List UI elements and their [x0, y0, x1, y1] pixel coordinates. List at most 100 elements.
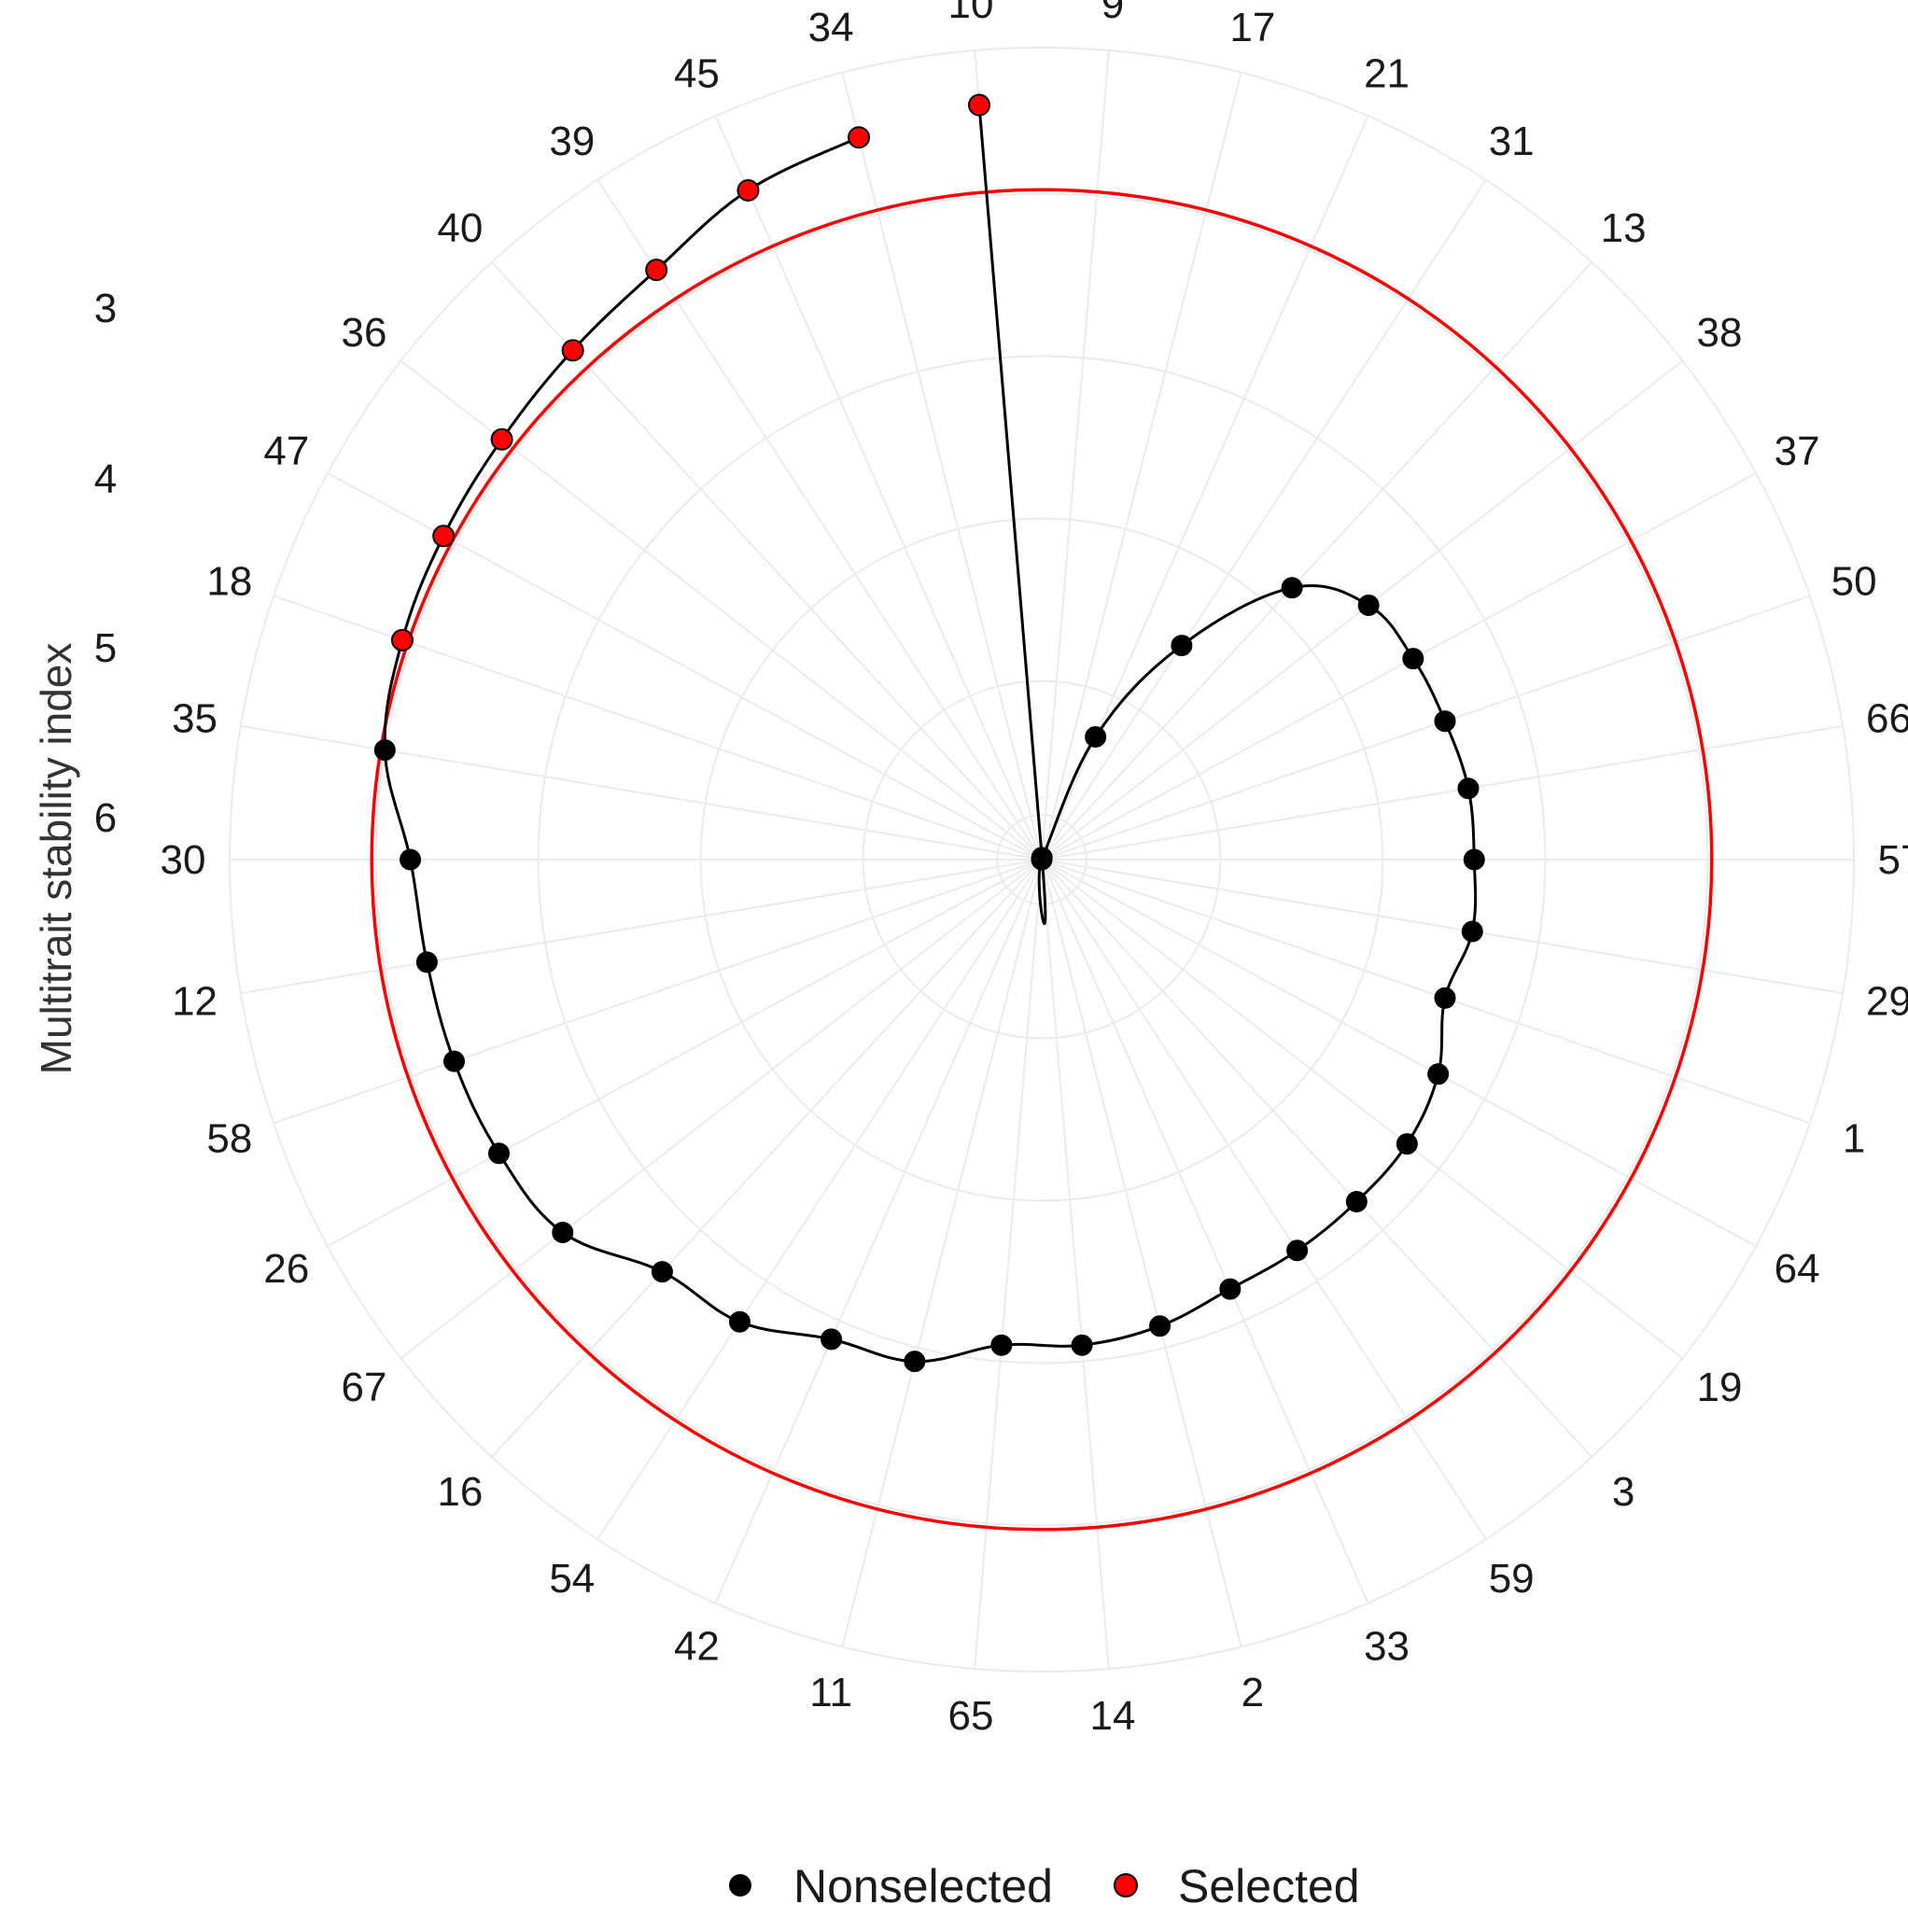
category-label-58: 58 — [206, 1116, 252, 1162]
radial-tick-6: 6 — [94, 795, 117, 841]
category-label-67: 67 — [342, 1365, 387, 1410]
category-label-10: 10 — [948, 0, 994, 27]
data-point-37 — [1402, 648, 1424, 670]
category-label-16: 16 — [437, 1469, 483, 1515]
data-point-45 — [737, 178, 760, 202]
grid-spoke — [1041, 179, 1487, 861]
category-label-50: 50 — [1831, 558, 1877, 604]
radial-tick-labels: 3 4 5 6 — [94, 286, 117, 841]
data-point-65 — [990, 1334, 1013, 1356]
data-point-64 — [1427, 1063, 1450, 1085]
data-point-42 — [821, 1328, 843, 1351]
grid-spoke — [491, 859, 1043, 1458]
category-label-65: 65 — [948, 1693, 994, 1739]
grid-spoke — [714, 859, 1043, 1604]
data-point-21 — [1085, 726, 1107, 749]
data-point-36 — [490, 427, 513, 451]
data-point-54 — [728, 1310, 751, 1333]
grid-spoke — [400, 859, 1043, 1360]
category-label-34: 34 — [808, 5, 854, 50]
category-label-59: 59 — [1489, 1556, 1535, 1602]
data-point-57 — [1463, 848, 1485, 871]
data-point-47 — [432, 525, 456, 548]
grid-spoke — [240, 859, 1043, 995]
category-label-19: 19 — [1697, 1365, 1743, 1410]
data-point-34 — [848, 126, 871, 149]
radial-tick-3: 3 — [94, 286, 117, 331]
grid-spoke — [327, 859, 1043, 1247]
cutoff-circle — [370, 188, 1714, 1532]
grid-spoke — [273, 859, 1043, 1125]
data-point-58 — [443, 1050, 466, 1072]
category-label-14: 14 — [1089, 1693, 1135, 1739]
data-point-40 — [561, 339, 584, 362]
legend-marker-nonselected — [729, 1874, 751, 1897]
category-label-31: 31 — [1489, 119, 1535, 164]
legend: Nonselected Selected — [729, 1860, 1360, 1912]
data-point-29 — [1461, 920, 1483, 943]
legend-marker-selected — [1114, 1873, 1138, 1897]
category-label-2: 2 — [1242, 1670, 1264, 1715]
category-label-11: 11 — [809, 1670, 852, 1715]
category-label-12: 12 — [172, 978, 217, 1024]
data-point-3 — [1345, 1190, 1368, 1212]
category-label-47: 47 — [263, 428, 309, 474]
grid-spoke — [841, 859, 1043, 1647]
category-labels: 10 9 17 21 31 13 38 37 50 66 57 29 1 64 19 3 59 33 2 14 65 11… — [161, 0, 1908, 1739]
grid-spoke — [1041, 859, 1487, 1540]
category-label-17: 17 — [1229, 5, 1275, 50]
data-point-30 — [400, 848, 422, 871]
category-label-36: 36 — [342, 310, 387, 356]
grid-spoke — [1041, 859, 1242, 1647]
radial-tick-4: 4 — [94, 456, 117, 502]
grid-spoke — [1041, 724, 1844, 861]
category-label-37: 37 — [1775, 428, 1820, 474]
grid-spoke — [1041, 859, 1844, 995]
data-point-33 — [1219, 1278, 1242, 1300]
grid-spoke — [841, 72, 1043, 861]
data-point-12 — [415, 951, 438, 973]
msi-line — [383, 105, 1478, 1364]
data-point-35 — [373, 739, 396, 762]
cutoff-circle-line — [370, 188, 1714, 1532]
category-label-42: 42 — [674, 1624, 720, 1670]
data-point-26 — [487, 1142, 510, 1165]
data-point-16 — [651, 1261, 673, 1283]
data-point-10 — [968, 93, 991, 117]
category-label-38: 38 — [1697, 310, 1743, 356]
grid-spoke — [974, 859, 1043, 1670]
category-label-35: 35 — [172, 696, 217, 742]
grid-spoke — [714, 115, 1043, 861]
data-point-66 — [1457, 777, 1480, 800]
grid-spoke — [491, 261, 1043, 861]
grid-spoke — [1041, 472, 1757, 861]
grid-spoke — [1041, 261, 1592, 861]
data-point-39 — [645, 259, 668, 282]
grid-spoke — [1041, 859, 1811, 1125]
data-points — [373, 93, 1485, 1373]
category-label-40: 40 — [437, 205, 483, 251]
data-point-38 — [1357, 594, 1380, 616]
category-label-18: 18 — [206, 558, 252, 604]
grid-spoke — [1041, 859, 1369, 1604]
grid-spoke — [596, 859, 1043, 1540]
grid-spoke — [1041, 859, 1110, 1670]
grid-spoke — [1041, 72, 1242, 861]
category-label-29: 29 — [1866, 978, 1908, 1024]
data-point-14 — [1071, 1334, 1093, 1356]
grid-spoke — [1041, 859, 1684, 1360]
category-label-21: 21 — [1364, 50, 1410, 96]
category-label-1: 1 — [1843, 1116, 1865, 1162]
category-label-33: 33 — [1364, 1624, 1410, 1670]
data-point-13 — [1281, 577, 1303, 599]
data-point-11 — [904, 1351, 926, 1373]
grid-spoke — [1041, 859, 1592, 1458]
grid-spoke — [1041, 859, 1757, 1247]
y-axis-label: Multitrait stability index — [32, 643, 80, 1075]
data-point-2 — [1149, 1315, 1171, 1337]
grid-spoke — [596, 179, 1043, 861]
grid-spoke — [1041, 49, 1110, 861]
data-point-18 — [390, 628, 414, 651]
category-label-45: 45 — [674, 50, 720, 96]
